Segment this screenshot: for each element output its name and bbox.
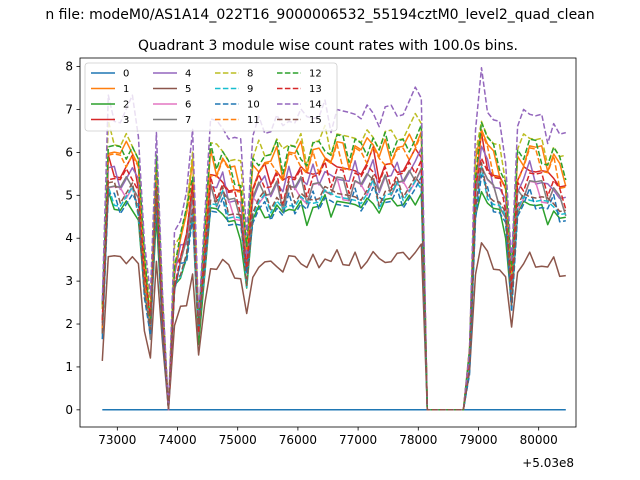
series-line-14 bbox=[101, 67, 566, 411]
legend-label-10: 10 bbox=[247, 100, 260, 111]
legend-label-15: 15 bbox=[309, 115, 322, 126]
legend-label-0: 0 bbox=[123, 69, 129, 80]
legend-label-2: 2 bbox=[123, 100, 129, 111]
legend-label-6: 6 bbox=[185, 100, 191, 111]
chart-title: Quadrant 3 module wise count rates with … bbox=[138, 38, 518, 54]
x-tick-label: 77000 bbox=[339, 433, 377, 447]
axes-border bbox=[79, 57, 577, 428]
x-tick-label: 74000 bbox=[158, 433, 196, 447]
y-tick-label: 4 bbox=[65, 231, 73, 245]
legend-box bbox=[84, 62, 338, 132]
series-line-13 bbox=[101, 157, 567, 411]
y-tick-label: 2 bbox=[65, 317, 73, 331]
legend-label-3: 3 bbox=[123, 115, 129, 126]
legend-label-4: 4 bbox=[185, 69, 191, 80]
y-tick-label: 5 bbox=[65, 188, 73, 202]
x-tick-label: 76000 bbox=[279, 433, 317, 447]
legend-label-8: 8 bbox=[247, 69, 253, 80]
y-tick-label: 0 bbox=[65, 403, 73, 417]
figure-suptitle: n file: modeM0/AS1A14_022T16_9000006532_… bbox=[45, 7, 594, 23]
x-tick-label: 80000 bbox=[520, 433, 558, 447]
legend-label-1: 1 bbox=[123, 84, 129, 95]
legend-label-5: 5 bbox=[185, 84, 191, 95]
x-tick-label: 75000 bbox=[219, 433, 257, 447]
series-group bbox=[101, 67, 567, 411]
series-line-9 bbox=[101, 166, 566, 411]
legend-label-13: 13 bbox=[309, 84, 322, 95]
series-line-5 bbox=[101, 242, 566, 411]
legend-label-14: 14 bbox=[309, 100, 322, 111]
x-tick-label: 79000 bbox=[459, 433, 497, 447]
y-tick-label: 8 bbox=[65, 60, 73, 74]
y-axis-ticks: 0 1 2 3 4 5 6 7 8 bbox=[65, 60, 80, 417]
series-line-10 bbox=[101, 174, 566, 411]
x-tick-label: 73000 bbox=[98, 433, 136, 447]
y-tick-label: 3 bbox=[65, 274, 73, 288]
legend-label-11: 11 bbox=[247, 115, 260, 126]
x-axis-ticks: 73000 74000 75000 76000 77000 78000 79000 80000 bbox=[98, 427, 558, 447]
y-tick-label: 7 bbox=[65, 102, 73, 116]
legend-label-12: 12 bbox=[309, 69, 322, 80]
legend-label-7: 7 bbox=[185, 115, 191, 126]
x-axis-offset-label: +5.03e8 bbox=[522, 456, 574, 470]
legend-label-9: 9 bbox=[247, 84, 253, 95]
series-line-2 bbox=[101, 190, 566, 411]
series-line-15 bbox=[101, 162, 566, 411]
y-tick-label: 6 bbox=[65, 145, 73, 159]
series-line-12 bbox=[101, 121, 567, 411]
y-tick-label: 1 bbox=[65, 360, 73, 374]
x-tick-label: 78000 bbox=[399, 433, 437, 447]
axes-frame bbox=[79, 57, 577, 428]
